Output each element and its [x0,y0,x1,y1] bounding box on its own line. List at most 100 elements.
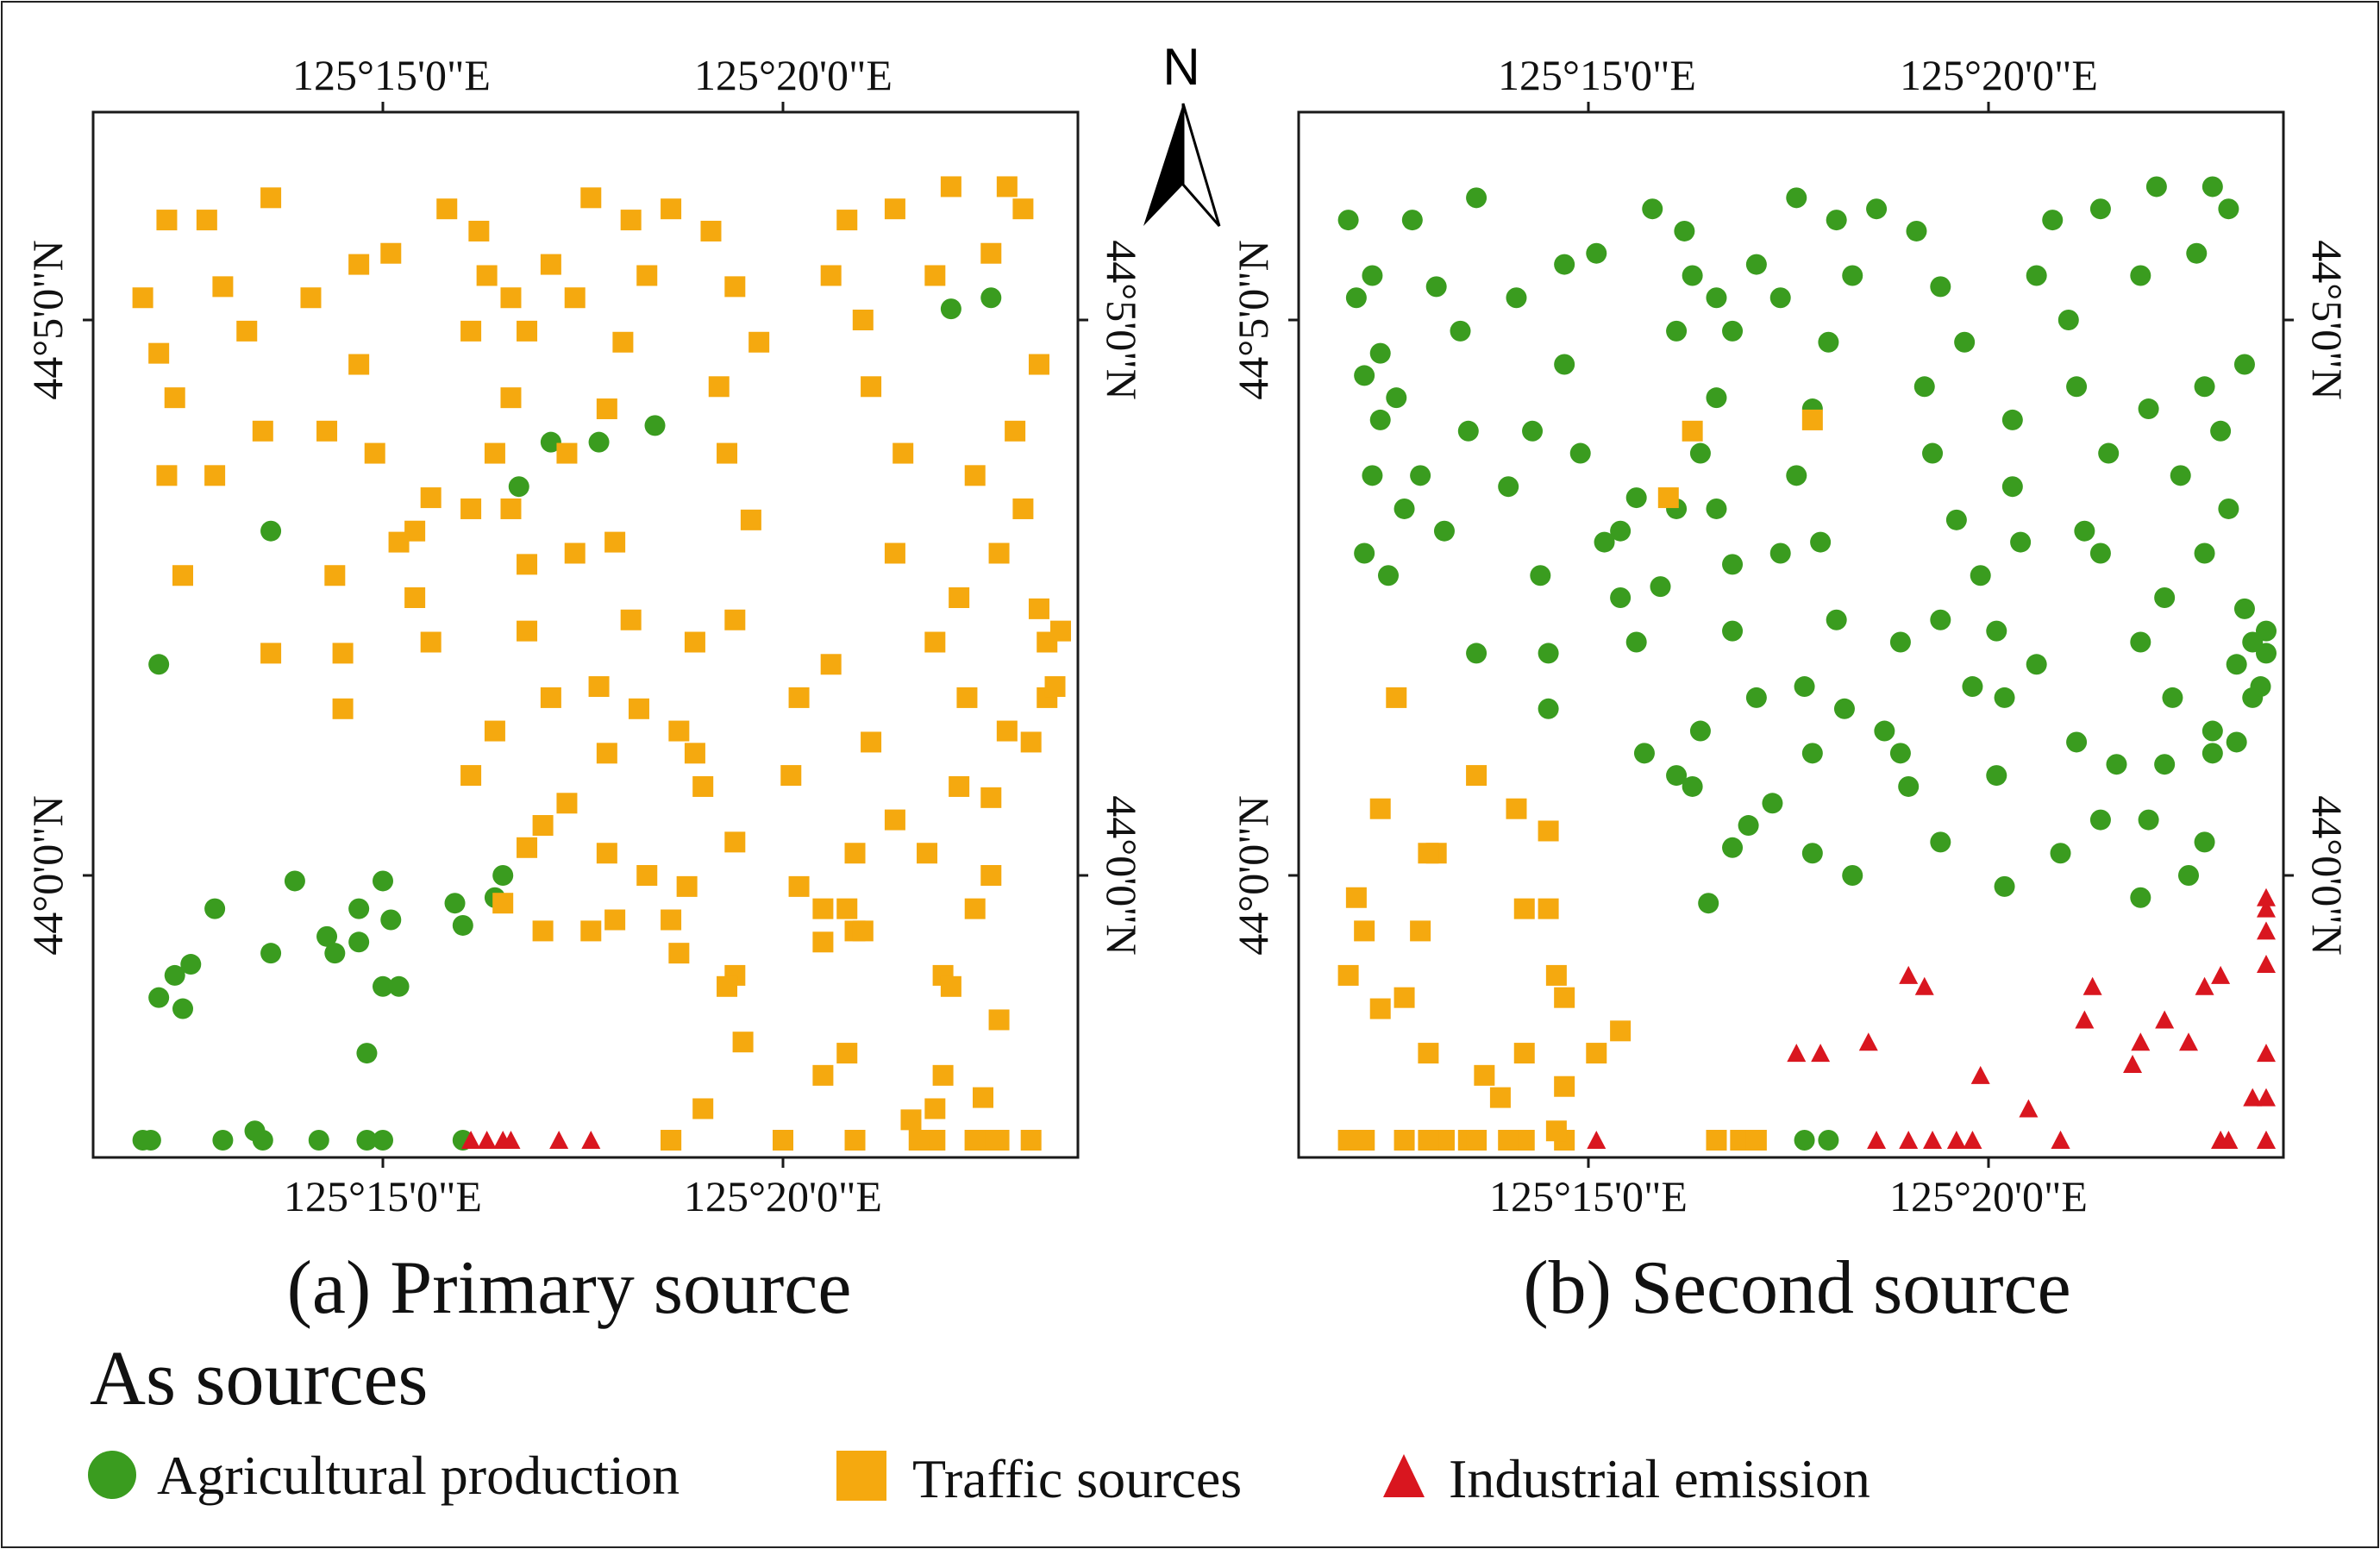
sample-point-agricultural [2194,542,2215,564]
sample-point-agricultural [2154,587,2176,608]
sample-point-industrial [477,1131,497,1149]
sample-point-agricultural [1889,631,1911,653]
sample-point-industrial [581,1131,601,1149]
sample-point-traffic [661,909,682,931]
sample-point-traffic [1745,1130,1767,1151]
sample-point-traffic [1545,1120,1567,1142]
sample-point-traffic [517,837,538,858]
sample-point-traffic [620,210,642,231]
sample-point-agricultural [148,654,170,675]
sample-point-agricultural [1962,676,1983,698]
sample-point-traffic [917,843,938,864]
sample-point-industrial [501,1131,521,1149]
sample-point-agricultural [980,287,1002,309]
panel-primary-source: 125°15'0"E 125°20'0"E 125°15'0"E 125°20'… [23,51,1146,1330]
sample-point-agricultural [2226,731,2247,753]
legend-traffic-label: Traffic sources [912,1448,1242,1509]
caption-primary-source: (a) Primary source [287,1246,852,1330]
sample-point-agricultural [1794,1130,1815,1151]
sample-point-agricultural [373,870,393,892]
sample-point-agricultural [380,909,402,931]
sample-point-agricultural [2066,376,2088,398]
sample-point-agricultural [140,1130,161,1151]
sample-point-traffic [684,631,705,653]
sample-point-agricultural [1769,542,1791,564]
sample-point-traffic [988,542,1010,564]
x-tick-bottom-b-2: 125°20'0"E [1889,1172,2088,1220]
sample-point-traffic [684,743,705,764]
sample-point-agricultural [1674,220,1695,241]
sample-point-traffic [460,498,482,519]
sample-point-agricultural [2218,498,2239,519]
sample-point-industrial [461,1131,481,1149]
sample-point-traffic [420,487,442,509]
sample-point-traffic [820,265,842,286]
sample-point-traffic [364,442,385,464]
sample-point-traffic [900,1109,922,1131]
sample-point-traffic [940,176,961,198]
sample-point-traffic [484,442,505,464]
sample-point-agricultural [540,431,561,453]
sample-point-agricultural [2186,242,2208,264]
sample-point-traffic [1610,1020,1632,1042]
sample-point-traffic [788,687,810,708]
sample-point-agricultural [1666,765,1688,787]
sample-point-industrial [1858,1032,1878,1051]
sample-point-agricultural [2218,198,2239,220]
sample-point-industrial [2257,921,2276,940]
sample-point-traffic [661,1130,682,1151]
y-tick-left-a-2: 44°0'0"N [23,795,72,956]
sample-point-traffic [1020,731,1042,753]
sample-point-traffic [492,893,514,914]
sample-point-traffic [884,809,905,831]
legend-industry-label: Industrial emission [1449,1448,1870,1509]
sample-point-traffic [812,1064,834,1086]
legend-agri-label: Agricultural production [157,1445,680,1506]
sample-point-traffic [852,310,874,330]
x-tick-top-b-1: 125°15'0"E [1498,51,1696,99]
sample-point-agricultural [1594,531,1615,553]
sample-point-agricultural [2057,310,2079,330]
sample-point-agricultural [2233,354,2255,375]
sample-point-agricultural [2089,809,2111,831]
sample-point-traffic [949,775,970,797]
sample-point-traffic [1012,198,1034,220]
sample-point-traffic [717,442,738,464]
x-tick-bottom-a-2: 125°20'0"E [684,1172,882,1220]
sample-point-traffic [517,554,538,575]
sample-point-agricultural [1922,442,1944,464]
sample-point-traffic [196,210,217,231]
x-tick-bottom-a-1: 125°15'0"E [284,1172,482,1220]
sample-point-traffic [1657,487,1679,509]
sample-point-traffic [1050,620,1071,642]
sample-point-traffic [468,220,490,241]
sample-point-agricultural [1689,720,1711,742]
sample-point-agricultural [1722,320,1744,342]
sample-point-agricultural [1369,342,1391,364]
sample-point-traffic [404,587,426,608]
sample-point-traffic [1369,798,1391,819]
sample-point-agricultural [1425,276,1447,298]
sample-point-traffic [692,1098,714,1119]
sample-point-traffic [500,287,522,309]
sample-point-agricultural [1745,254,1767,275]
y-tick-left-b-2: 44°0'0"N [1229,795,1277,956]
sample-point-traffic [973,1087,993,1108]
sample-point-traffic [1369,998,1391,1019]
sample-point-traffic [964,898,986,919]
sample-point-agricultural [644,415,666,436]
sample-point-agricultural [2210,420,2232,442]
sample-point-agricultural [1986,620,2007,642]
sample-point-agricultural [1450,320,1471,342]
sample-point-traffic [844,1130,866,1151]
points-layer-b [1337,176,2277,1151]
sample-point-agricultural [324,943,346,964]
sample-point-agricultural [2106,754,2127,775]
sample-point-traffic [820,654,842,675]
sample-point-traffic [596,398,617,420]
sample-point-agricultural [1625,487,1647,509]
sample-point-industrial [1899,1131,1919,1149]
sample-point-traffic [980,787,1002,808]
sample-point-traffic [964,465,986,486]
sample-point-traffic [517,320,538,342]
